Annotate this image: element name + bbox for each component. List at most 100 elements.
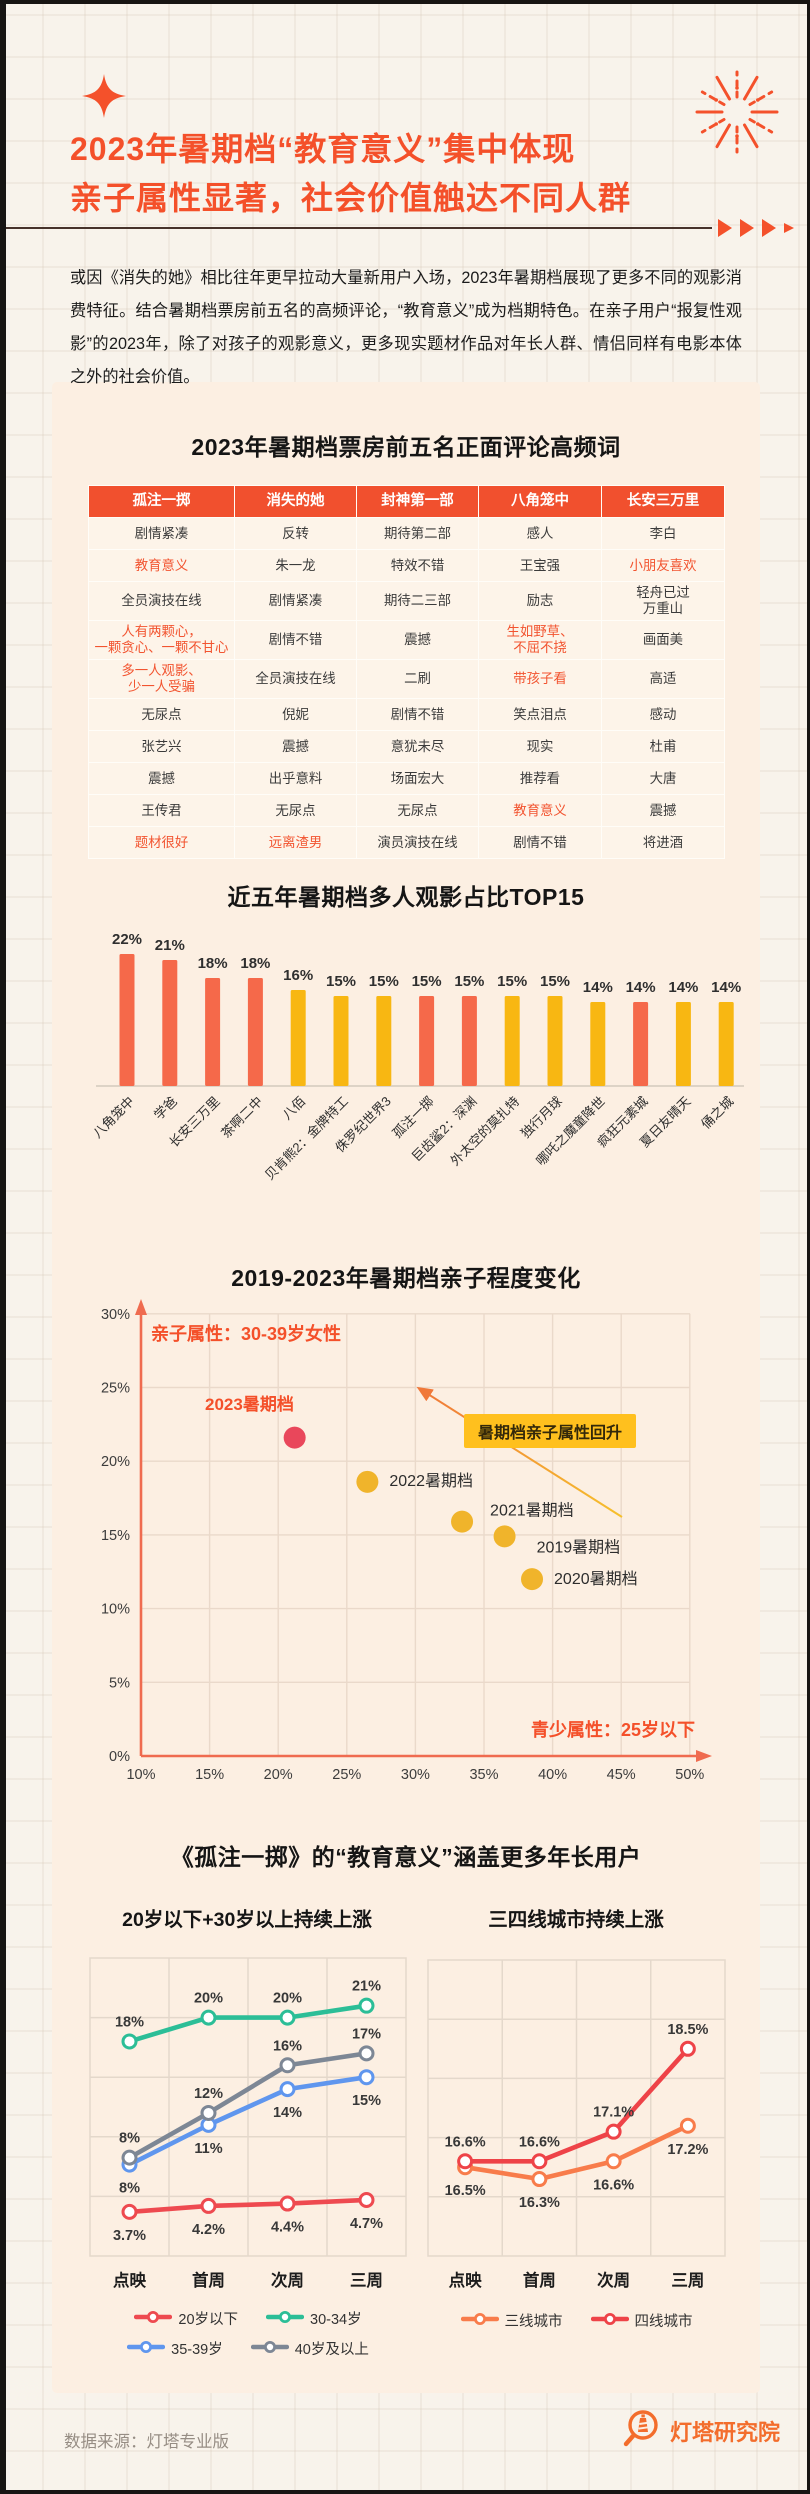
table-cell: 轻舟已过 万重山 (601, 581, 725, 621)
line-x-label: 首周 (523, 2270, 556, 2290)
table-cell: 全员演技在线 (88, 581, 235, 621)
y-tick-label: 0% (109, 1749, 130, 1765)
table-cell: 感人 (478, 517, 602, 550)
legend-label: 20岁以下 (178, 2312, 239, 2328)
bar-category-label: 八角笼中 (90, 1094, 137, 1141)
table-cell: 剧情不错 (478, 826, 602, 859)
legend-label: 30-34岁 (310, 2312, 362, 2328)
bar-category-label: 俑之城 (698, 1094, 736, 1132)
x-tick-label: 10% (126, 1767, 155, 1783)
legend-item: 四线城市 (590, 2310, 693, 2331)
line-chart-left: 3.7% 4.2% 4.4% 4.7% 18% 20% 20% 21% 8% 11% 14% 15% 8… (52, 1948, 424, 2303)
legend-label: 四线城市 (634, 2314, 693, 2330)
line-value-label: 16.6% (519, 2134, 560, 2150)
line-x-label: 首周 (192, 2270, 225, 2290)
brand-logo: 灯塔研究院 (622, 2408, 780, 2454)
bar (718, 1002, 734, 1086)
table-cell: 感动 (601, 698, 725, 731)
table-cell: 画面美 (601, 620, 725, 660)
y-tick-label: 20% (101, 1454, 130, 1470)
bar-value-label: 15% (454, 973, 484, 990)
table-cell: 教育意义 (88, 549, 235, 582)
table-row: 无尿点 倪妮 剧情不错 笑点泪点 感动 (88, 698, 725, 731)
y-tick-label: 25% (101, 1381, 130, 1397)
table-cell: 期待二三部 (356, 581, 479, 621)
line-value-label: 17.2% (667, 2142, 708, 2158)
line-point (679, 2040, 696, 2057)
bar (333, 996, 349, 1086)
table-cell: 反转 (234, 517, 357, 550)
line-value-label: 8% (119, 2181, 140, 2197)
table-cell: 王传君 (88, 794, 235, 827)
bar (547, 996, 563, 1086)
line-point (200, 2197, 217, 2214)
table-row: 张艺兴 震撼 意犹未尽 现实 杜甫 (88, 730, 725, 763)
line-value-label: 16.6% (445, 2134, 486, 2150)
table-header-row: 孤注一掷 消失的她 封神第一部 八角笼中 长安三万里 (88, 485, 725, 518)
table-cell: 教育意义 (478, 794, 602, 827)
bar (376, 996, 392, 1086)
line-chart-right: 16.5% 16.3% 16.6% 17.2% 16.6% 16.6% 17.1% 18.5%… (408, 1948, 758, 2303)
table-column-header: 长安三万里 (601, 485, 725, 518)
data-source-note: 数据来源：灯塔专业版 (64, 2433, 229, 2451)
x-tick-label: 35% (469, 1767, 498, 1783)
line-series (127, 2074, 369, 2167)
legend-row: 35-39岁 40岁及以上 (126, 2338, 369, 2359)
bar-category-label: 茶啊二中 (218, 1094, 265, 1141)
scatter-callout: 暑期档亲子属性回升 (464, 1414, 637, 1448)
brand-name: 灯塔研究院 (670, 2420, 781, 2445)
table-cell: 剧情紧凑 (88, 517, 235, 550)
table-cell: 朱一龙 (234, 549, 357, 582)
line-point (358, 1997, 375, 2014)
line-point (605, 2123, 622, 2140)
line-point (358, 2191, 375, 2208)
triple-arrow-icon (716, 217, 800, 244)
line-section-title: 《孤注一掷》的“教育意义”涵盖更多年长用户 (170, 1844, 642, 1870)
legend-item: 20岁以下 (134, 2308, 238, 2329)
x-tick-label: 20% (264, 1767, 293, 1783)
bar (290, 990, 306, 1086)
table-column-header: 消失的她 (234, 485, 357, 518)
legend-label: 40岁及以上 (294, 2342, 369, 2358)
scatter-point-label: 2021暑期档 (490, 1502, 574, 1520)
line-value-label: 15% (352, 2093, 381, 2109)
table-row: 人有两颗心， 一颗贪心、一颗不甘心 剧情不错 震撼 生如野草、 不屈不挠 画面美 (88, 620, 725, 660)
line-value-label: 4.2% (192, 2222, 225, 2238)
scatter-y-note: 亲子属性：30-39岁女性 (151, 1324, 342, 1344)
scatter-point-label: 2020暑期档 (554, 1570, 638, 1588)
table-cell: 无尿点 (234, 794, 357, 827)
line-x-label: 次周 (271, 2270, 304, 2290)
bar-category-label: 八佰 (279, 1094, 308, 1123)
table-cell: 杜甫 (601, 730, 725, 763)
firework-icon (688, 62, 786, 167)
bar (504, 996, 520, 1086)
line-chart-right-subtitle: 三四线城市持续上涨 (488, 1909, 664, 1931)
legend-line-icon (250, 2340, 289, 2358)
bar (461, 996, 477, 1086)
bar (675, 1002, 691, 1086)
scatter-point (493, 1525, 516, 1548)
line-point (279, 2081, 296, 2098)
table-column-header: 八角笼中 (478, 485, 602, 518)
line-point (358, 2045, 375, 2062)
line-chart-svg: 16.5% 16.3% 16.6% 17.2% 16.6% 16.6% 17.1% 18.5%… (427, 1959, 726, 2290)
bar-value-label: 21% (155, 937, 185, 954)
y-tick-label: 10% (101, 1602, 130, 1618)
line-x-label: 次周 (597, 2270, 630, 2290)
scatter-point (451, 1510, 474, 1533)
bar-value-label: 15% (540, 973, 570, 990)
line-point (200, 2104, 217, 2121)
line-value-label: 4.7% (350, 2216, 383, 2232)
legend-line-icon (126, 2340, 166, 2358)
table-cell: 剧情紧凑 (234, 581, 357, 621)
x-tick-label: 50% (675, 1767, 704, 1783)
x-tick-label: 45% (607, 1767, 636, 1783)
line-point (279, 2009, 296, 2026)
line-point (531, 2171, 548, 2188)
table-cell: 带孩子看 (478, 659, 602, 699)
line-point (605, 2153, 622, 2170)
page-title-line1: 2023年暑期档“教育意义”集中体现 (70, 131, 576, 167)
table-cell: 远离渣男 (234, 826, 357, 859)
bar-chart-svg: 22%八角笼中21%学爸18%长安三万里18%茶啊二中16%八佰15%贝肯熊2：… (90, 931, 744, 1183)
bar-value-label: 18% (240, 955, 270, 972)
